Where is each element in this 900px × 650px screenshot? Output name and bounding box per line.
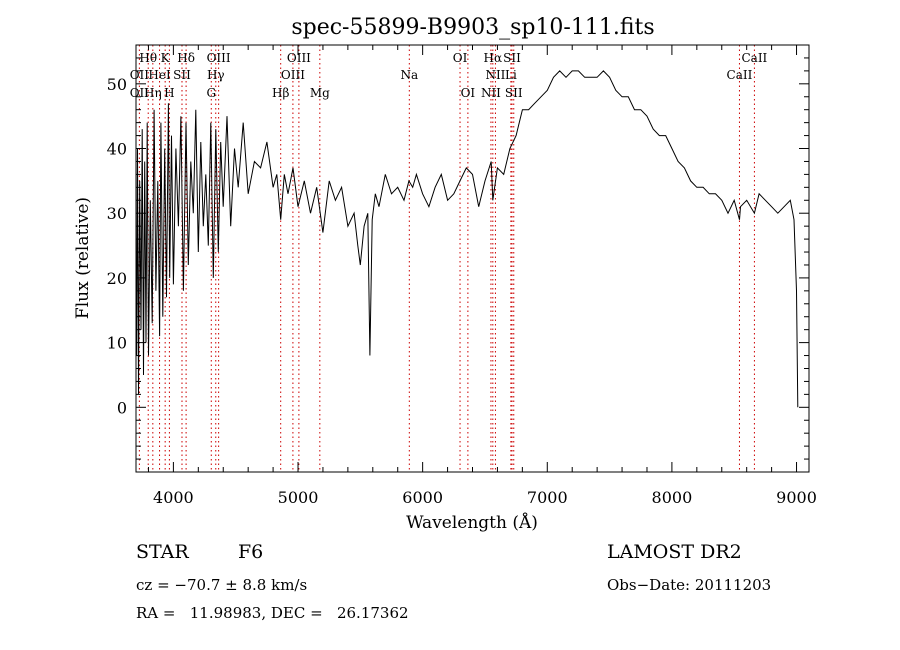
line-annotation: NII: [485, 68, 505, 82]
line-annotation: OI: [453, 51, 468, 65]
line-annotation: HeI: [148, 68, 171, 82]
line-annotation: Hβ: [272, 86, 289, 100]
y-axis-ticks: 0 10 20 30 40 50: [107, 57, 809, 460]
line-annotation: Hη: [144, 86, 162, 100]
object-class: STAR: [136, 541, 189, 563]
chart-title: spec-55899-B9903_sp10-111.fits: [291, 15, 654, 40]
object-subclass: F6: [238, 541, 264, 563]
y-tick-label: 40: [107, 140, 127, 159]
y-tick-label: 50: [107, 75, 127, 94]
line-annotation: SII: [503, 51, 521, 65]
line-annotation: Mg: [310, 86, 330, 100]
spectrum-line: [136, 70, 799, 408]
line-annotation: NII: [481, 86, 501, 100]
y-tick-label: 30: [107, 204, 127, 223]
line-annotation: Hα: [484, 51, 503, 65]
observation-date: Obs−Date: 20111203: [607, 576, 772, 594]
line-annotation: Hγ: [207, 68, 225, 82]
line-annotation: G: [206, 86, 216, 100]
line-annotation: OIII: [287, 51, 311, 65]
line-annotation: Li: [505, 68, 517, 82]
y-tick-label: 10: [107, 334, 127, 353]
line-annotation: OIII: [207, 51, 231, 65]
line-annotation: H: [164, 86, 174, 100]
line-annotation: OII: [130, 86, 150, 100]
line-annotation: Hδ: [177, 51, 195, 65]
x-axis-ticks: 4000 5000 6000 7000 8000 9000: [147, 45, 817, 507]
x-tick-label: 9000: [776, 488, 817, 507]
x-tick-label: 6000: [402, 488, 443, 507]
line-annotation: OII: [130, 68, 150, 82]
line-annotation: Na: [400, 68, 418, 82]
coordinates: RA = 11.98983, DEC = 26.17362: [136, 604, 409, 622]
x-tick-label: 5000: [278, 488, 319, 507]
line-annotation: Hθ: [139, 51, 157, 65]
line-annotation: CaII: [727, 68, 753, 82]
y-tick-label: 0: [117, 398, 127, 417]
plot-frame: [135, 44, 810, 473]
line-annotation: SII: [173, 68, 191, 82]
line-annotation: K: [161, 51, 171, 65]
line-annotation: SII: [505, 86, 523, 100]
line-annotation: OIII: [281, 68, 305, 82]
x-tick-label: 7000: [527, 488, 568, 507]
survey-name: LAMOST DR2: [607, 541, 742, 563]
line-markers: [138, 45, 755, 472]
line-annotation: CaII: [741, 51, 767, 65]
x-tick-label: 8000: [652, 488, 693, 507]
line-annotation: OI: [461, 86, 476, 100]
y-tick-label: 20: [107, 269, 127, 288]
x-tick-label: 4000: [153, 488, 194, 507]
redshift-velocity: cz = −70.7 ± 8.8 km/s: [136, 576, 308, 594]
y-axis-label: Flux (relative): [73, 197, 93, 319]
x-axis-label: Wavelength (Å): [406, 512, 538, 533]
